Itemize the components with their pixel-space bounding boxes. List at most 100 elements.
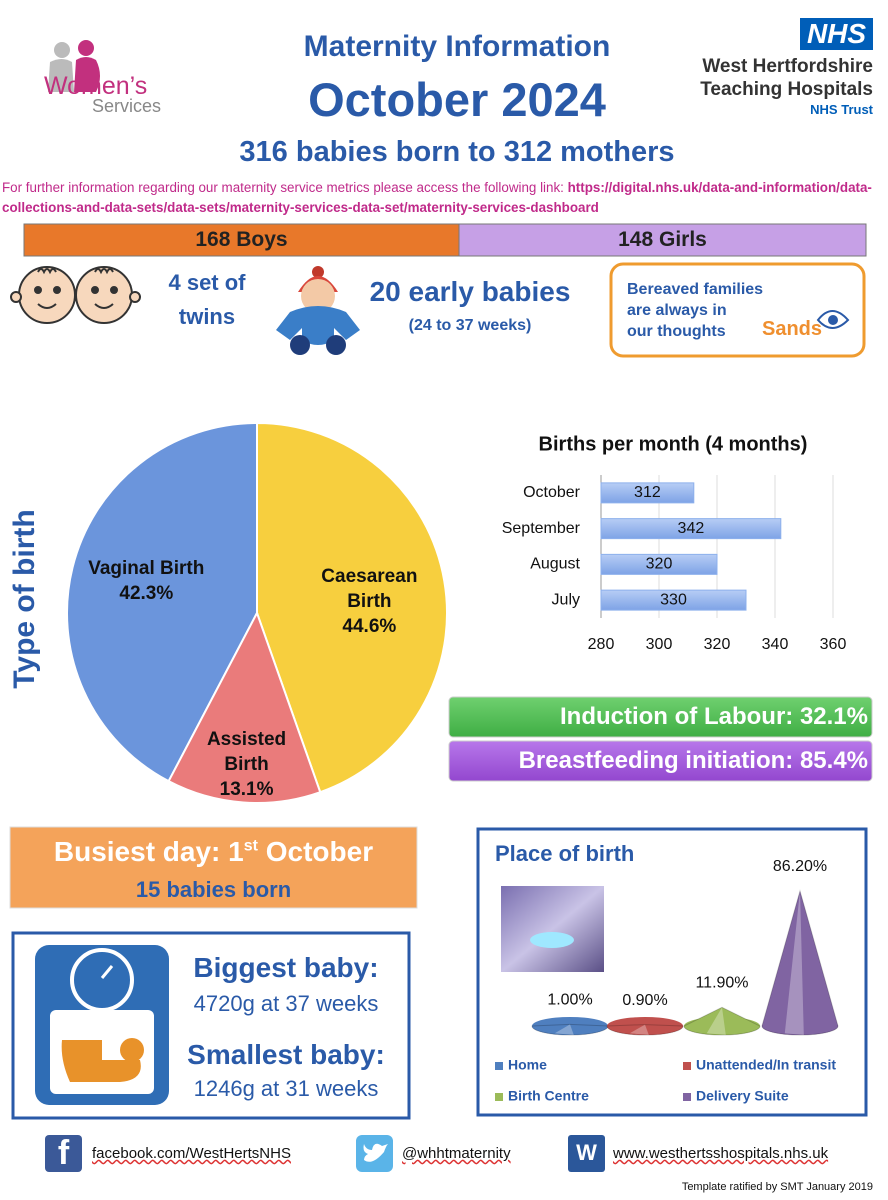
early-babies: 20 early babies (369, 276, 571, 307)
pie-label-value: 42.3% (119, 582, 174, 604)
cone-value-label: 11.90% (695, 975, 748, 992)
x-tick-label: 280 (588, 636, 615, 653)
cone-value-label: 1.00% (547, 992, 592, 1009)
x-tick-label: 340 (762, 636, 789, 653)
cone (761, 889, 839, 1036)
bar-value-label: 342 (678, 520, 705, 537)
facebook-link[interactable]: facebook.com/WestHertsNHS (92, 1145, 291, 1162)
biggest-title: Biggest baby: (193, 952, 379, 983)
breastfeeding-box (448, 740, 873, 782)
pie-label: Vaginal Birth 42.3% (71, 556, 221, 606)
pie-slice (66, 421, 258, 783)
pie-label-value: 44.6% (342, 615, 397, 637)
cone-shine (706, 1007, 726, 1035)
boys-label: 168 Boys (195, 228, 288, 251)
facebook-letter: f (57, 1134, 70, 1172)
y-tick-label: September (502, 520, 581, 537)
logo-text: Women’s (44, 72, 148, 100)
legend-label: Birth Centre (508, 1088, 589, 1104)
girls-label: 148 Girls (618, 228, 707, 251)
info-text: For further information regarding our ma… (2, 178, 886, 218)
sands-logo: Sands (762, 318, 823, 340)
busiest-box (9, 826, 418, 909)
x-tick-label: 360 (820, 636, 847, 653)
trust-name: Teaching Hospitals (700, 79, 873, 100)
twins-text: 4 set of (168, 270, 246, 295)
girls-bar (458, 223, 867, 257)
pie-title: Type of birth (8, 509, 41, 689)
x-tick-label: 300 (646, 636, 673, 653)
induction-box (448, 696, 873, 738)
y-tick-label: October (523, 484, 581, 501)
scale-icon (35, 945, 169, 1105)
cone (531, 1017, 609, 1036)
sands-text: Bereaved families (627, 281, 764, 298)
sands-box (609, 262, 866, 358)
month: October 2024 (308, 73, 606, 126)
twins-icon (10, 266, 141, 324)
nhs-badge (800, 18, 873, 50)
subtitle: 316 babies born to 312 mothers (239, 136, 675, 168)
legend-swatch (683, 1062, 691, 1070)
sands-text: are always in (627, 302, 727, 319)
template-note: Template ratified by SMT January 2019 (681, 1181, 873, 1193)
twitter-link[interactable]: @whhtmaternity (402, 1145, 511, 1162)
birth-room-photo (501, 886, 604, 972)
early-range: (24 to 37 weeks) (408, 317, 532, 334)
induction-text: Induction of Labour: 32.1% (559, 703, 868, 730)
breastfeeding-text: Breastfeeding initiation: 85.4% (518, 747, 868, 774)
cone-shine (554, 1024, 574, 1035)
cone-body (531, 1023, 609, 1036)
bar-value-label: 312 (634, 484, 661, 501)
y-tick-label: August (530, 556, 580, 573)
smallest-title: Smallest baby: (187, 1039, 385, 1070)
pie-label-name: Assisted Birth (206, 729, 287, 776)
bar-value-label: 330 (660, 591, 687, 608)
web-letter: W (576, 1140, 597, 1165)
legend-label: Unattended/In transit (696, 1057, 836, 1073)
cone (606, 1017, 684, 1036)
pie-label: Assisted Birth 13.1% (197, 727, 297, 802)
legend-swatch (495, 1062, 503, 1070)
y-tick-label: July (552, 591, 580, 608)
legend-label: Delivery Suite (696, 1088, 789, 1104)
bar (600, 518, 782, 540)
twins-text: twins (178, 304, 236, 329)
bar (600, 482, 695, 504)
pie-slice (256, 421, 448, 794)
busiest-text: October (257, 836, 374, 867)
info-lead: For further information regarding our ma… (2, 180, 568, 195)
pie-label-name: Vaginal Birth (88, 557, 205, 579)
bar-value-label: 320 (646, 556, 673, 573)
cone-shine (784, 891, 804, 1035)
facebook-icon (45, 1135, 82, 1172)
cone-body (761, 889, 839, 1036)
pie-label: Caesarean Birth 44.6% (314, 564, 424, 639)
cone (683, 1006, 761, 1036)
biggest-value: 4720g at 37 weeks (193, 991, 379, 1016)
baby-icon (276, 266, 360, 355)
trust-name: West Hertfordshire (702, 56, 873, 77)
legend-label: Home (508, 1057, 547, 1073)
info-link[interactable]: https://digital.nhs.uk/data-and-informat… (2, 180, 872, 215)
website-link[interactable]: www.westhertsshospitals.nhs.uk (613, 1145, 829, 1162)
birth-pool (530, 932, 574, 948)
pie-label-name: Caesarean Birth (321, 565, 418, 612)
x-tick-label: 320 (704, 636, 731, 653)
sands-eye (816, 310, 850, 329)
web-icon (568, 1135, 605, 1172)
pie-label-value: 13.1% (219, 779, 274, 801)
title: Maternity Information (303, 30, 611, 63)
legend-swatch (683, 1093, 691, 1101)
legend-swatch (495, 1093, 503, 1101)
pie-slice (167, 610, 322, 804)
busiest-sup: st (243, 837, 258, 855)
bar (600, 589, 747, 611)
sands-text: our thoughts (627, 323, 726, 340)
boys-bar (23, 223, 460, 257)
nhs-badge-text: NHS (806, 18, 867, 49)
trust-name: NHS Trust (810, 102, 873, 117)
busiest-count: 15 babies born (135, 877, 292, 902)
